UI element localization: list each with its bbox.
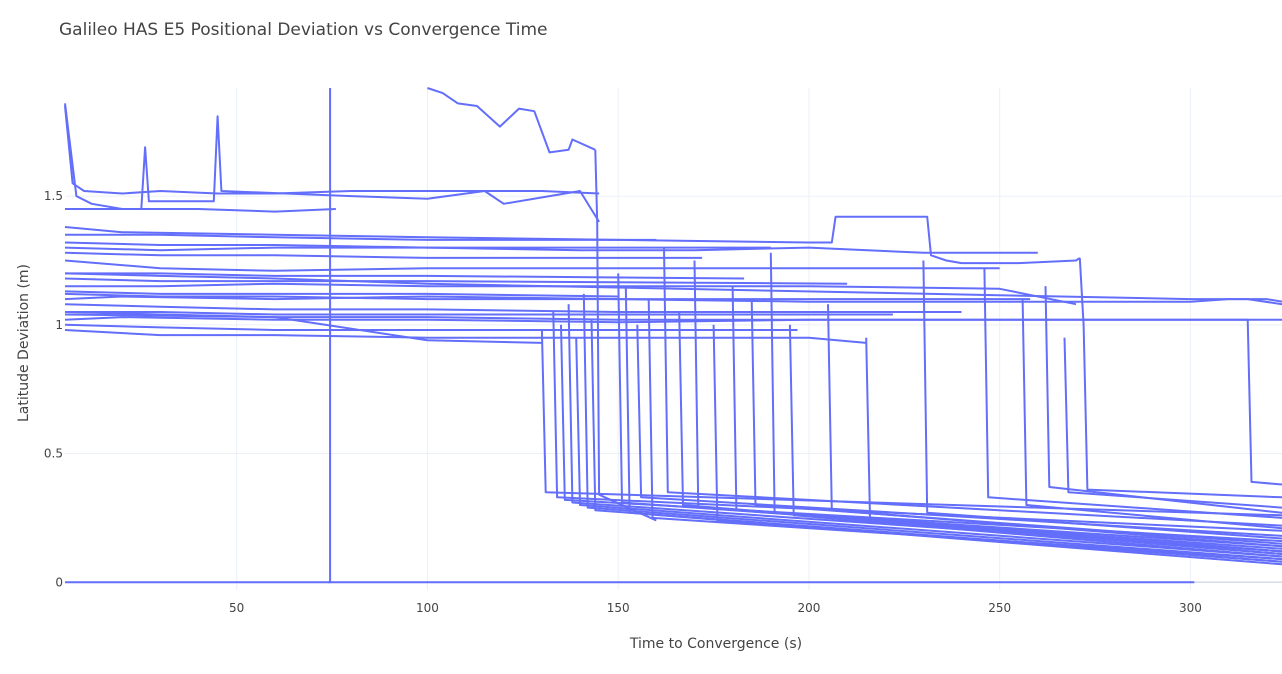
series-line[interactable]	[65, 233, 657, 241]
series-line[interactable]	[64, 277, 848, 285]
x-tick-label: 300	[1179, 601, 1202, 615]
series-line[interactable]	[64, 292, 1031, 301]
series-line[interactable]	[865, 337, 1282, 553]
series-line[interactable]	[540, 329, 1282, 517]
series-line[interactable]	[64, 103, 336, 213]
series-line[interactable]	[693, 260, 1282, 548]
series-line[interactable]	[827, 304, 1282, 548]
y-tick-label: 0.5	[44, 447, 63, 461]
series-line[interactable]	[624, 286, 1282, 566]
x-tick-label: 200	[797, 601, 820, 615]
y-tick-label: 1.5	[44, 189, 63, 203]
series-line[interactable]	[64, 259, 1000, 272]
x-axis-label: Time to Convergence (s)	[629, 636, 803, 652]
series-line[interactable]	[64, 303, 962, 313]
series-line[interactable]	[65, 115, 600, 223]
chart-title: Galileo HAS E5 Positional Deviation vs C…	[59, 20, 548, 40]
series-line[interactable]	[575, 337, 1282, 558]
series-line[interactable]	[64, 329, 867, 344]
x-tick-label: 50	[229, 601, 244, 615]
series-lines	[64, 87, 1282, 584]
series-line[interactable]	[64, 246, 1038, 254]
y-tick-label: 0	[55, 575, 63, 589]
series-line[interactable]	[788, 324, 1282, 558]
y-tick-label: 1	[55, 318, 63, 332]
series-line[interactable]	[1044, 286, 1282, 514]
series-line[interactable]	[64, 313, 1282, 486]
series-line[interactable]	[582, 293, 1282, 561]
series-line[interactable]	[427, 87, 596, 154]
series-line[interactable]	[731, 286, 1282, 553]
series-line[interactable]	[750, 299, 1282, 545]
x-tick-label: 150	[607, 601, 630, 615]
series-line[interactable]	[1021, 299, 1282, 530]
series-line[interactable]	[1063, 337, 1282, 509]
series-line[interactable]	[922, 260, 1282, 540]
series-line[interactable]	[663, 247, 1282, 527]
series-line[interactable]	[328, 88, 332, 584]
series-line[interactable]	[712, 324, 1282, 563]
x-tick-label: 250	[988, 601, 1011, 615]
series-line[interactable]	[64, 215, 1081, 265]
y-axis-label: Latitude Deviation (m)	[16, 263, 32, 423]
x-tick-label: 100	[416, 601, 439, 615]
series-line[interactable]	[65, 272, 745, 280]
series-line[interactable]	[64, 251, 703, 259]
series-line[interactable]	[552, 311, 1282, 532]
series-line[interactable]	[983, 268, 1282, 519]
axis-ticks: 50 100 150 200 250 300 0 0.5 1 1.5	[44, 189, 1202, 615]
series-line[interactable]	[1078, 257, 1282, 499]
series-line[interactable]	[64, 241, 771, 249]
series-line[interactable]	[769, 252, 1282, 555]
series-line[interactable]	[64, 272, 1282, 306]
series-line[interactable]	[64, 323, 798, 331]
series-line[interactable]	[647, 299, 1282, 561]
series-line[interactable]	[64, 290, 619, 298]
series-line[interactable]	[65, 311, 893, 316]
